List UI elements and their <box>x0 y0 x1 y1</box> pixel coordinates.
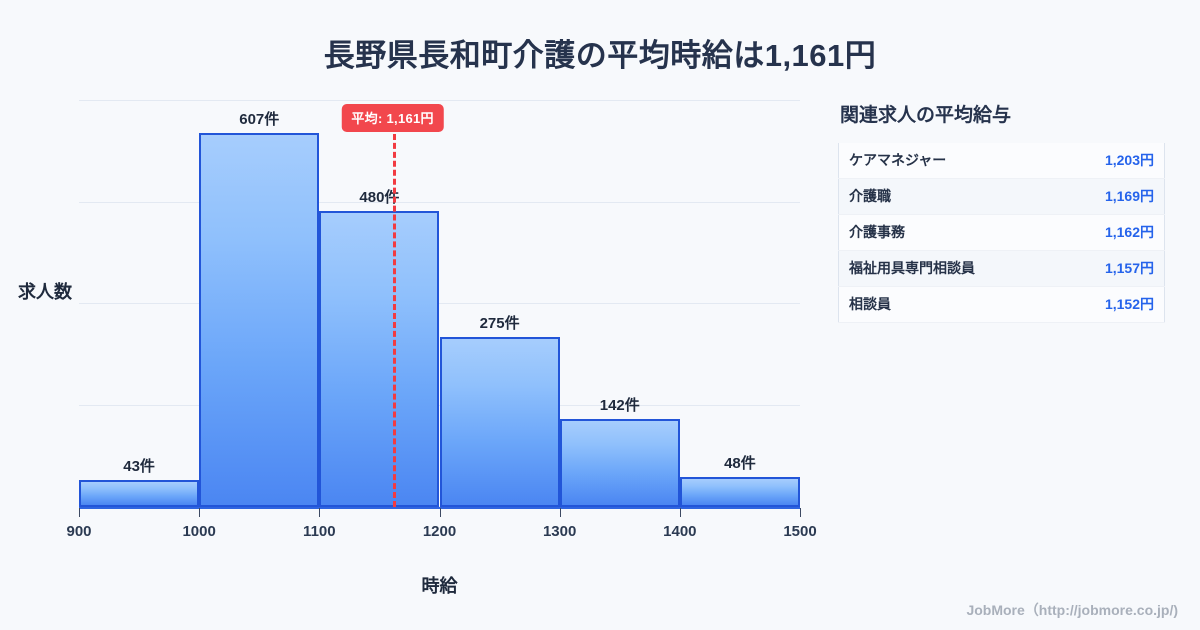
footer-credit: JobMore（http://jobmore.co.jp/) <box>966 602 1178 618</box>
x-tick-label: 900 <box>66 523 92 540</box>
x-tick-mark <box>199 508 201 517</box>
gridline <box>79 202 800 203</box>
related-salary-title: 関連求人の平均給与 <box>840 105 1012 126</box>
bar-value-label: 142件 <box>599 397 640 415</box>
x-tick-label: 1200 <box>422 523 457 540</box>
y-axis-label: 求人数 <box>18 282 72 302</box>
histogram-bar <box>679 477 800 507</box>
x-tick-mark <box>319 508 321 517</box>
bar-value-label: 480件 <box>359 189 400 206</box>
gridline <box>79 100 800 101</box>
x-tick-mark <box>800 508 801 517</box>
bar-value-label: 43件 <box>123 458 155 476</box>
histogram-bar <box>559 419 680 507</box>
histogram-bar <box>439 337 560 507</box>
x-tick-mark <box>79 508 80 517</box>
bar-value-label: 48件 <box>724 455 756 473</box>
bar-value-label: 275件 <box>479 315 520 333</box>
job-salary-cell: 1,169円 <box>1104 188 1154 204</box>
average-line-marker <box>392 125 396 507</box>
table-row[interactable]: 介護事務 1,162円 <box>838 214 1165 251</box>
job-title-cell: 福祉用具専門相談員 <box>849 260 975 276</box>
histogram-bar <box>199 132 320 507</box>
job-title-cell: 介護事務 <box>849 224 905 240</box>
x-tick-mark <box>559 508 561 517</box>
histogram-chart: 43件 607件 480件 275件 142件 48件 900 1000 1100 1200 13… <box>18 100 817 596</box>
bar-value-label: 607件 <box>239 110 280 128</box>
x-tick-label: 1100 <box>303 523 336 540</box>
x-axis-label: 時給 <box>421 576 458 596</box>
x-tick-label: 1400 <box>663 523 697 540</box>
x-tick-mark <box>679 508 681 517</box>
x-tick-label: 1500 <box>783 523 817 540</box>
job-salary-cell: 1,203円 <box>1104 152 1154 168</box>
job-title-cell: ケアマネジャー <box>849 152 947 168</box>
job-salary-cell: 1,152円 <box>1104 296 1154 312</box>
table-row[interactable]: 相談員 1,152円 <box>838 286 1165 323</box>
job-title-cell: 介護職 <box>849 188 891 204</box>
histogram-bar <box>319 211 440 507</box>
related-salary-table-body: ケアマネジャー 1,203円介護職 1,169円介護事務 1,162円福祉用具専門相談… <box>838 143 1165 323</box>
job-salary-cell: 1,157円 <box>1104 260 1154 276</box>
table-row[interactable]: 福祉用具専門相談員 1,157円 <box>838 250 1165 287</box>
x-tick-label: 1300 <box>542 523 577 540</box>
x-tick-mark <box>439 508 441 517</box>
histogram-bar <box>79 480 200 507</box>
related-salary-table: ケアマネジャー 1,203円介護職 1,169円介護事務 1,162円福祉用具専門相談… <box>838 143 1165 323</box>
table-row[interactable]: 介護職 1,169円 <box>838 178 1165 215</box>
job-title-cell: 相談員 <box>849 296 891 312</box>
gridline <box>79 303 800 304</box>
related-salary-panel: 関連求人の平均給与 ケアマネジャー 1,203円介護職 1,169円介護事務 1,16… <box>838 100 1178 323</box>
x-tick-label: 1000 <box>182 523 216 540</box>
page-title: 長野県長和町介護の平均時給は1,161円 <box>323 38 877 73</box>
table-row[interactable]: ケアマネジャー 1,203円 <box>838 143 1165 179</box>
average-badge: 平均: 1,161円 <box>341 104 444 132</box>
job-salary-cell: 1,162円 <box>1104 224 1154 240</box>
